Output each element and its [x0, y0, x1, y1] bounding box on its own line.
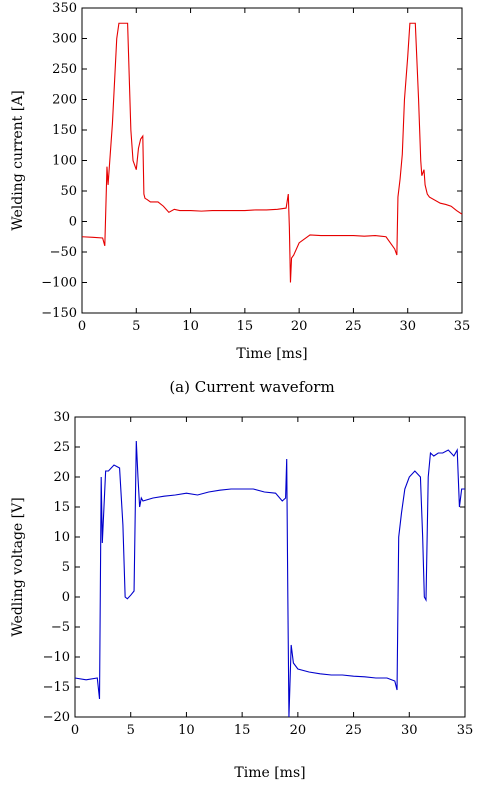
x-ticks-current: 0 5 10 15 20 25 30 35	[78, 8, 470, 334]
current-series-line	[81, 22, 463, 283]
voltage-series-line	[74, 440, 465, 718]
x-ticks-voltage: 0 5 10 15 20 25 30 35	[71, 417, 473, 738]
y-tick-label: −15	[43, 680, 70, 695]
x-tick-label: 35	[454, 319, 471, 334]
y-ticks-current: −150 −100 −50 0 50 100 150 200 250 300 350	[41, 1, 462, 321]
y-tick-label: 25	[53, 440, 70, 455]
x-tick-label: 30	[401, 723, 418, 738]
x-axis-title-voltage: Time [ms]	[234, 765, 305, 781]
x-tick-label: 35	[457, 723, 474, 738]
x-tick-label: 30	[399, 319, 416, 334]
x-tick-label: 0	[71, 723, 79, 738]
x-tick-label: 25	[345, 319, 362, 334]
y-tick-label: 0	[62, 590, 70, 605]
x-tick-label: 0	[78, 319, 86, 334]
y-tick-label: 100	[52, 154, 77, 169]
y-tick-label: 50	[60, 184, 77, 199]
y-tick-label: 250	[52, 62, 77, 77]
x-tick-label: 5	[132, 319, 140, 334]
plot-area-voltage	[74, 416, 466, 718]
y-tick-label: 10	[53, 530, 70, 545]
y-tick-label: 30	[53, 410, 70, 425]
x-tick-label: 15	[237, 319, 254, 334]
y-tick-label: 200	[52, 93, 77, 108]
y-tick-label: 0	[69, 215, 77, 230]
chart-voltage: 0 5 10 15 20 25 30 35 −20 −15 −10 −5 0 5 10 15 20 25 30 T…	[10, 410, 473, 781]
x-tick-label: 20	[290, 723, 307, 738]
y-tick-label: 5	[62, 560, 70, 575]
y-tick-label: −50	[50, 245, 77, 260]
x-tick-label: 5	[127, 723, 135, 738]
x-tick-label: 20	[291, 319, 308, 334]
y-tick-label: 150	[52, 123, 77, 138]
y-tick-label: −20	[43, 710, 70, 725]
y-tick-label: −100	[41, 276, 77, 291]
x-tick-label: 25	[345, 723, 362, 738]
y-tick-label: 15	[53, 500, 70, 515]
y-tick-label: 350	[52, 1, 77, 16]
y-ticks-voltage: −20 −15 −10 −5 0 5 10 15 20 25 30	[43, 410, 465, 725]
x-axis-title-current: Time [ms]	[236, 346, 307, 362]
y-tick-label: −10	[43, 650, 70, 665]
y-tick-label: −150	[41, 306, 77, 321]
y-tick-label: 20	[53, 470, 70, 485]
y-axis-title-voltage: Wedling voltage [V]	[10, 497, 26, 636]
chart-current: 0 5 10 15 20 25 30 35 −150 −100 −50 0 50 100 150 200 25…	[10, 1, 470, 396]
x-tick-label: 15	[234, 723, 251, 738]
x-tick-label: 10	[182, 319, 199, 334]
y-tick-label: 300	[52, 32, 77, 47]
y-axis-title-current: Welding current [A]	[10, 90, 26, 231]
plot-area-current	[81, 7, 463, 314]
y-tick-label: −5	[51, 620, 70, 635]
x-tick-label: 10	[178, 723, 195, 738]
caption-current: (a) Current waveform	[169, 378, 334, 396]
